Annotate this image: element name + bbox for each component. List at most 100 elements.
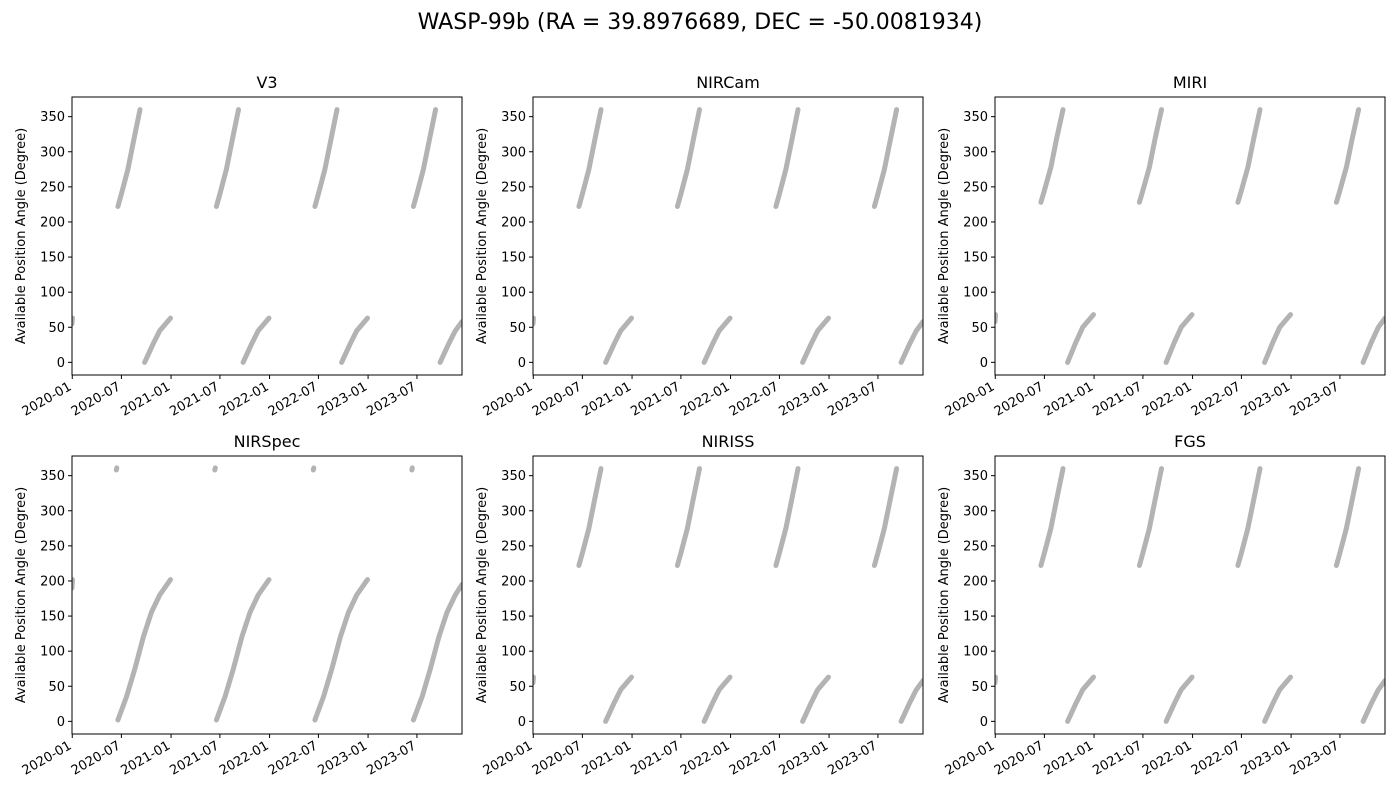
axes-frame xyxy=(994,455,1386,735)
x-tick-label: 2020-01 xyxy=(943,379,998,419)
x-tick-label: 2020-01 xyxy=(20,379,75,419)
y-axis-label: Available Position Angle (Degree) xyxy=(937,128,952,344)
y-tick-label: 250 xyxy=(501,180,526,195)
y-tick-label: 200 xyxy=(963,215,988,230)
subplot-title: NIRSpec xyxy=(234,432,301,451)
x-tick-label: 2023-01 xyxy=(777,738,832,778)
x-tick-label: 2022-01 xyxy=(1140,738,1195,778)
y-tick-label: 250 xyxy=(963,539,988,554)
y-axis-label: Available Position Angle (Degree) xyxy=(14,487,29,703)
y-tick-label: 0 xyxy=(518,715,526,730)
data-segment xyxy=(1065,312,1096,365)
data-segment xyxy=(1136,466,1164,568)
data-segment xyxy=(1235,466,1263,568)
data-segment xyxy=(701,674,733,724)
y-tick-label: 100 xyxy=(40,286,65,301)
x-tick-label: 2023-01 xyxy=(316,379,371,419)
y-tick-label: 100 xyxy=(501,286,526,301)
data-segment xyxy=(1038,107,1066,205)
y-tick-label: 200 xyxy=(501,574,526,589)
y-tick-label: 0 xyxy=(57,356,65,371)
x-tick-label: 2020-07 xyxy=(530,738,585,778)
data-segment xyxy=(310,465,317,473)
data-segment xyxy=(773,466,801,568)
data-segment xyxy=(576,107,604,209)
x-tick-label: 2021-01 xyxy=(580,738,635,778)
data-segment xyxy=(576,466,604,568)
data-segment xyxy=(410,107,439,209)
data-segment xyxy=(240,315,272,365)
data-segment xyxy=(410,582,462,723)
subplot-v3: V30501001502002503003502020-012020-07202… xyxy=(14,73,463,420)
axes-frame xyxy=(994,96,1386,376)
subplot-nircam: NIRCam 0 50 100 150 200 250 300 350 2020-012020-0… xyxy=(475,73,924,420)
data-segment xyxy=(312,577,370,723)
data-segment xyxy=(603,674,634,724)
y-tick-label: 300 xyxy=(963,504,988,519)
data-segment xyxy=(1163,674,1195,724)
y-tick-label: 250 xyxy=(501,539,526,554)
x-tick-label: 2022-07 xyxy=(266,379,321,419)
y-tick-label: 0 xyxy=(518,356,526,371)
x-tick-label: 2021-01 xyxy=(119,738,174,778)
subplot-miri: MIRI0501001502002503003502020-012020-072… xyxy=(937,73,1386,420)
x-tick-label: 2020-07 xyxy=(992,738,1047,778)
data-segment xyxy=(1333,466,1362,568)
x-tick-label: 2023-07 xyxy=(825,738,880,778)
data-segment xyxy=(1360,678,1385,724)
x-tick-label: 2021-01 xyxy=(580,379,635,419)
subplot-title: FGS xyxy=(1174,432,1206,451)
x-tick-label: 2021-07 xyxy=(167,379,222,419)
x-tick-label: 2020-07 xyxy=(530,379,585,419)
data-segment xyxy=(1136,107,1164,205)
x-tick-label: 2020-01 xyxy=(481,738,536,778)
data-group xyxy=(72,465,462,723)
x-tick-label: 2023-07 xyxy=(364,738,419,778)
data-segment xyxy=(312,107,340,209)
data-segment xyxy=(871,107,900,209)
x-tick-label: 2023-01 xyxy=(1239,738,1294,778)
y-tick-label: 200 xyxy=(963,574,988,589)
y-tick-label: 100 xyxy=(963,645,988,660)
x-tick-label: 2023-07 xyxy=(1287,738,1342,778)
data-segment xyxy=(1333,107,1362,205)
data-segment xyxy=(773,107,801,209)
y-tick-label: 150 xyxy=(501,610,526,625)
x-tick-label: 2022-07 xyxy=(727,738,782,778)
subplot-title: MIRI xyxy=(1173,73,1207,92)
y-tick-label: 250 xyxy=(40,180,65,195)
y-tick-label: 50 xyxy=(509,680,526,695)
data-segment xyxy=(800,674,831,724)
data-segment xyxy=(339,315,370,365)
data-segment xyxy=(213,577,272,723)
y-tick-label: 200 xyxy=(501,215,526,230)
x-tick-label: 2022-07 xyxy=(266,738,321,778)
y-tick-label: 150 xyxy=(40,610,65,625)
y-axis-label: Available Position Angle (Degree) xyxy=(475,487,490,703)
y-tick-label: 300 xyxy=(501,145,526,160)
subplot-title: V3 xyxy=(256,73,277,92)
x-tick-label: 2023-01 xyxy=(1239,379,1294,419)
x-tick-label: 2022-07 xyxy=(1189,738,1244,778)
y-tick-label: 0 xyxy=(980,356,988,371)
data-segment xyxy=(115,577,173,723)
data-group xyxy=(995,107,1385,365)
y-tick-label: 100 xyxy=(40,645,65,660)
data-segment xyxy=(674,466,702,568)
figure-title: WASP-99b (RA = 39.8976689, DEC = -50.008… xyxy=(417,10,983,35)
y-tick-label: 0 xyxy=(57,715,65,730)
x-tick-label: 2021-07 xyxy=(167,738,222,778)
data-group xyxy=(533,107,923,365)
y-tick-label: 200 xyxy=(40,574,65,589)
data-segment xyxy=(142,315,173,365)
y-tick-label: 350 xyxy=(501,469,526,484)
y-tick-label: 300 xyxy=(40,504,65,519)
y-tick-label: 300 xyxy=(963,145,988,160)
data-segment xyxy=(1235,107,1263,205)
x-tick-label: 2021-07 xyxy=(1090,738,1145,778)
y-tick-label: 150 xyxy=(963,610,988,625)
data-segment xyxy=(1163,312,1195,365)
data-segment xyxy=(1065,674,1096,724)
data-segment xyxy=(871,466,900,568)
